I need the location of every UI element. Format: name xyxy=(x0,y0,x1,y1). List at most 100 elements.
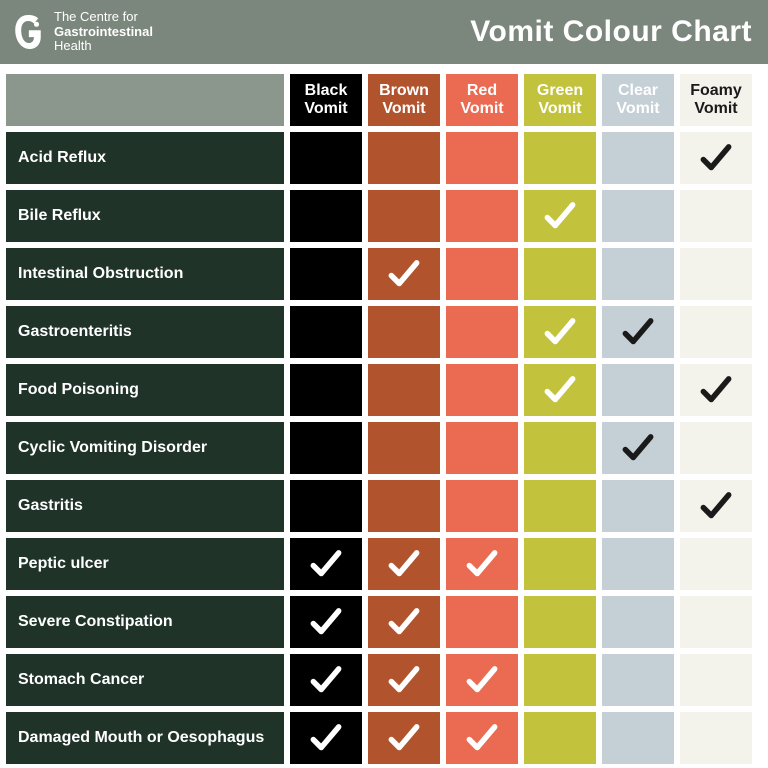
table-cell xyxy=(680,422,752,474)
row-label: Gastroenteritis xyxy=(6,306,284,358)
table-cell xyxy=(602,248,674,300)
row-label: Damaged Mouth or Oesophagus xyxy=(6,712,284,764)
table-cell xyxy=(368,654,440,706)
table-cell xyxy=(524,712,596,764)
table-cell xyxy=(446,306,518,358)
column-header: BrownVomit xyxy=(368,74,440,126)
table-cell xyxy=(368,538,440,590)
table-cell xyxy=(368,248,440,300)
check-icon xyxy=(307,603,345,641)
check-icon xyxy=(619,429,657,467)
table-cell xyxy=(602,596,674,648)
table-cell xyxy=(680,132,752,184)
column-header: RedVomit xyxy=(446,74,518,126)
check-icon xyxy=(697,371,735,409)
check-icon xyxy=(385,545,423,583)
table-cell xyxy=(680,654,752,706)
column-header: FoamyVomit xyxy=(680,74,752,126)
table-cell xyxy=(602,538,674,590)
table-cell xyxy=(524,190,596,242)
table-cell xyxy=(446,712,518,764)
table-cell xyxy=(602,422,674,474)
check-icon xyxy=(385,255,423,293)
table-cell xyxy=(602,480,674,532)
table-cell xyxy=(602,306,674,358)
table-cell xyxy=(446,596,518,648)
table-cell xyxy=(290,422,362,474)
check-icon xyxy=(541,197,579,235)
row-label: Bile Reflux xyxy=(6,190,284,242)
column-header-label: GreenVomit xyxy=(537,82,583,119)
table-cell xyxy=(524,480,596,532)
row-label: Acid Reflux xyxy=(6,132,284,184)
table-cell xyxy=(368,132,440,184)
check-icon xyxy=(619,313,657,351)
row-label: Cyclic Vomiting Disorder xyxy=(6,422,284,474)
table-cell xyxy=(680,306,752,358)
column-header-label: BlackVomit xyxy=(304,82,347,119)
check-icon xyxy=(463,661,501,699)
table-cell xyxy=(446,248,518,300)
table-cell xyxy=(446,538,518,590)
table-cell xyxy=(680,538,752,590)
column-header-blank xyxy=(6,74,284,126)
check-icon xyxy=(385,603,423,641)
table-cell xyxy=(368,306,440,358)
table-cell xyxy=(290,364,362,416)
table-cell xyxy=(524,132,596,184)
table-cell xyxy=(446,190,518,242)
table-cell xyxy=(524,248,596,300)
table-cell xyxy=(524,364,596,416)
check-icon xyxy=(463,719,501,757)
table-cell xyxy=(602,712,674,764)
column-header-label: RedVomit xyxy=(460,82,503,119)
column-header-label: FoamyVomit xyxy=(690,82,742,119)
table-cell xyxy=(602,654,674,706)
table-cell xyxy=(602,190,674,242)
table-cell xyxy=(446,132,518,184)
table-cell xyxy=(680,190,752,242)
table-cell xyxy=(602,132,674,184)
column-header: BlackVomit xyxy=(290,74,362,126)
logo-line1: The Centre for xyxy=(54,10,153,25)
table-cell xyxy=(524,538,596,590)
chart-table: BlackVomit BrownVomit RedVomit GreenVomit Cl… xyxy=(0,64,768,764)
check-icon xyxy=(697,487,735,525)
table-cell xyxy=(290,306,362,358)
table-cell xyxy=(368,596,440,648)
table-cell xyxy=(680,248,752,300)
logo-icon xyxy=(10,10,46,54)
table-cell xyxy=(290,248,362,300)
column-header-label: BrownVomit xyxy=(379,82,429,119)
table-cell xyxy=(524,654,596,706)
table-cell xyxy=(290,190,362,242)
check-icon xyxy=(307,545,345,583)
check-icon xyxy=(697,139,735,177)
table-cell xyxy=(368,712,440,764)
column-header: GreenVomit xyxy=(524,74,596,126)
table-cell xyxy=(524,306,596,358)
table-cell xyxy=(680,364,752,416)
page-title: Vomit Colour Chart xyxy=(470,15,752,49)
table-cell xyxy=(290,480,362,532)
row-label: Intestinal Obstruction xyxy=(6,248,284,300)
table-cell xyxy=(602,364,674,416)
row-label: Stomach Cancer xyxy=(6,654,284,706)
table-cell xyxy=(290,538,362,590)
logo-text: The Centre for Gastrointestinal Health xyxy=(54,10,153,55)
table-cell xyxy=(368,364,440,416)
logo-line3: Health xyxy=(54,39,153,54)
check-icon xyxy=(385,661,423,699)
row-label: Peptic ulcer xyxy=(6,538,284,590)
column-header: ClearVomit xyxy=(602,74,674,126)
check-icon xyxy=(307,719,345,757)
table-cell xyxy=(680,596,752,648)
logo-line2: Gastrointestinal xyxy=(54,25,153,40)
table-cell xyxy=(368,480,440,532)
table-cell xyxy=(368,422,440,474)
row-label: Food Poisoning xyxy=(6,364,284,416)
table-cell xyxy=(368,190,440,242)
table-cell xyxy=(290,132,362,184)
table-cell xyxy=(446,422,518,474)
table-cell xyxy=(290,712,362,764)
